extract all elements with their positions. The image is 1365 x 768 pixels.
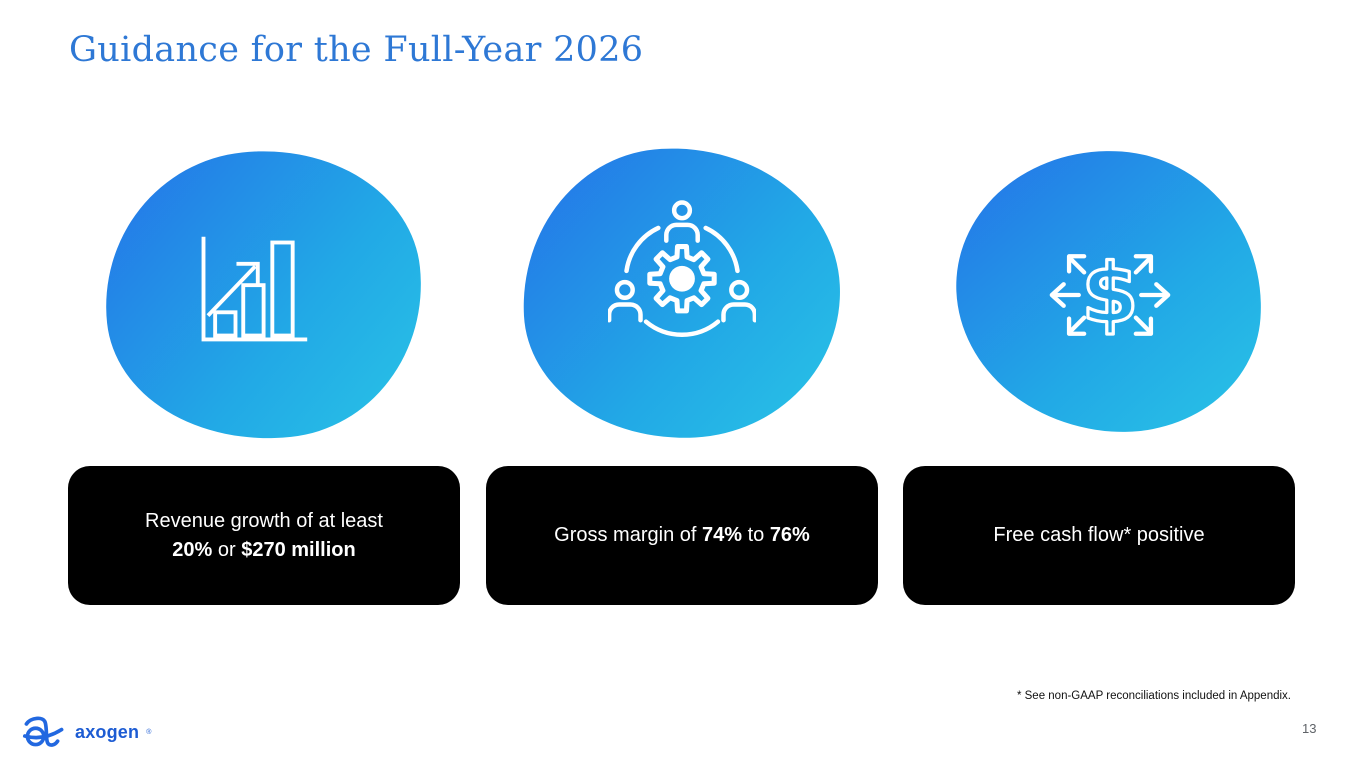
margin-low-bold: 74% [701,524,743,547]
axogen-logo: axogen ® [20,712,151,752]
revenue-amount-bold: $270 million [241,538,356,561]
revenue-text-regular: Revenue growth of at least [145,510,383,533]
axogen-a-logo-icon [22,716,64,747]
margin-text-regular: Gross margin of [554,524,702,547]
revenue-or-text: or [212,538,242,561]
guidance-card-margin: Gross margin of 74% to 76% [486,466,878,605]
cashflow-text: Free cash flow* positive [993,524,1205,547]
revenue-pct-bold: 20% [172,538,213,561]
page-number: 13 [1302,721,1317,736]
guidance-card-cashflow-text: Free cash flow* positive [993,521,1204,549]
margin-to-text: to [742,524,770,547]
guidance-card-revenue-text: Revenue growth of at least 20% or $270 mi… [145,507,383,564]
cash-flow-arrows-icon: $ [1049,245,1171,344]
dollar-sign-glyph: $ [1082,247,1139,342]
slide-title: Guidance for the Full-Year 2026 [69,30,644,70]
guidance-card-margin-text: Gross margin of 74% to 76% [554,521,810,549]
registered-trademark-symbol: ® [146,728,152,736]
team-gear-icon [608,200,756,337]
guidance-card-cashflow: Free cash flow* positive [903,466,1295,605]
axogen-wordmark: axogen [75,721,140,742]
non-gaap-footnote: * See non-GAAP reconciliations included … [1016,690,1291,702]
guidance-card-revenue: Revenue growth of at least 20% or $270 mi… [68,466,460,605]
margin-high-bold: 76% [769,524,810,547]
growth-bar-chart-icon [201,236,308,342]
